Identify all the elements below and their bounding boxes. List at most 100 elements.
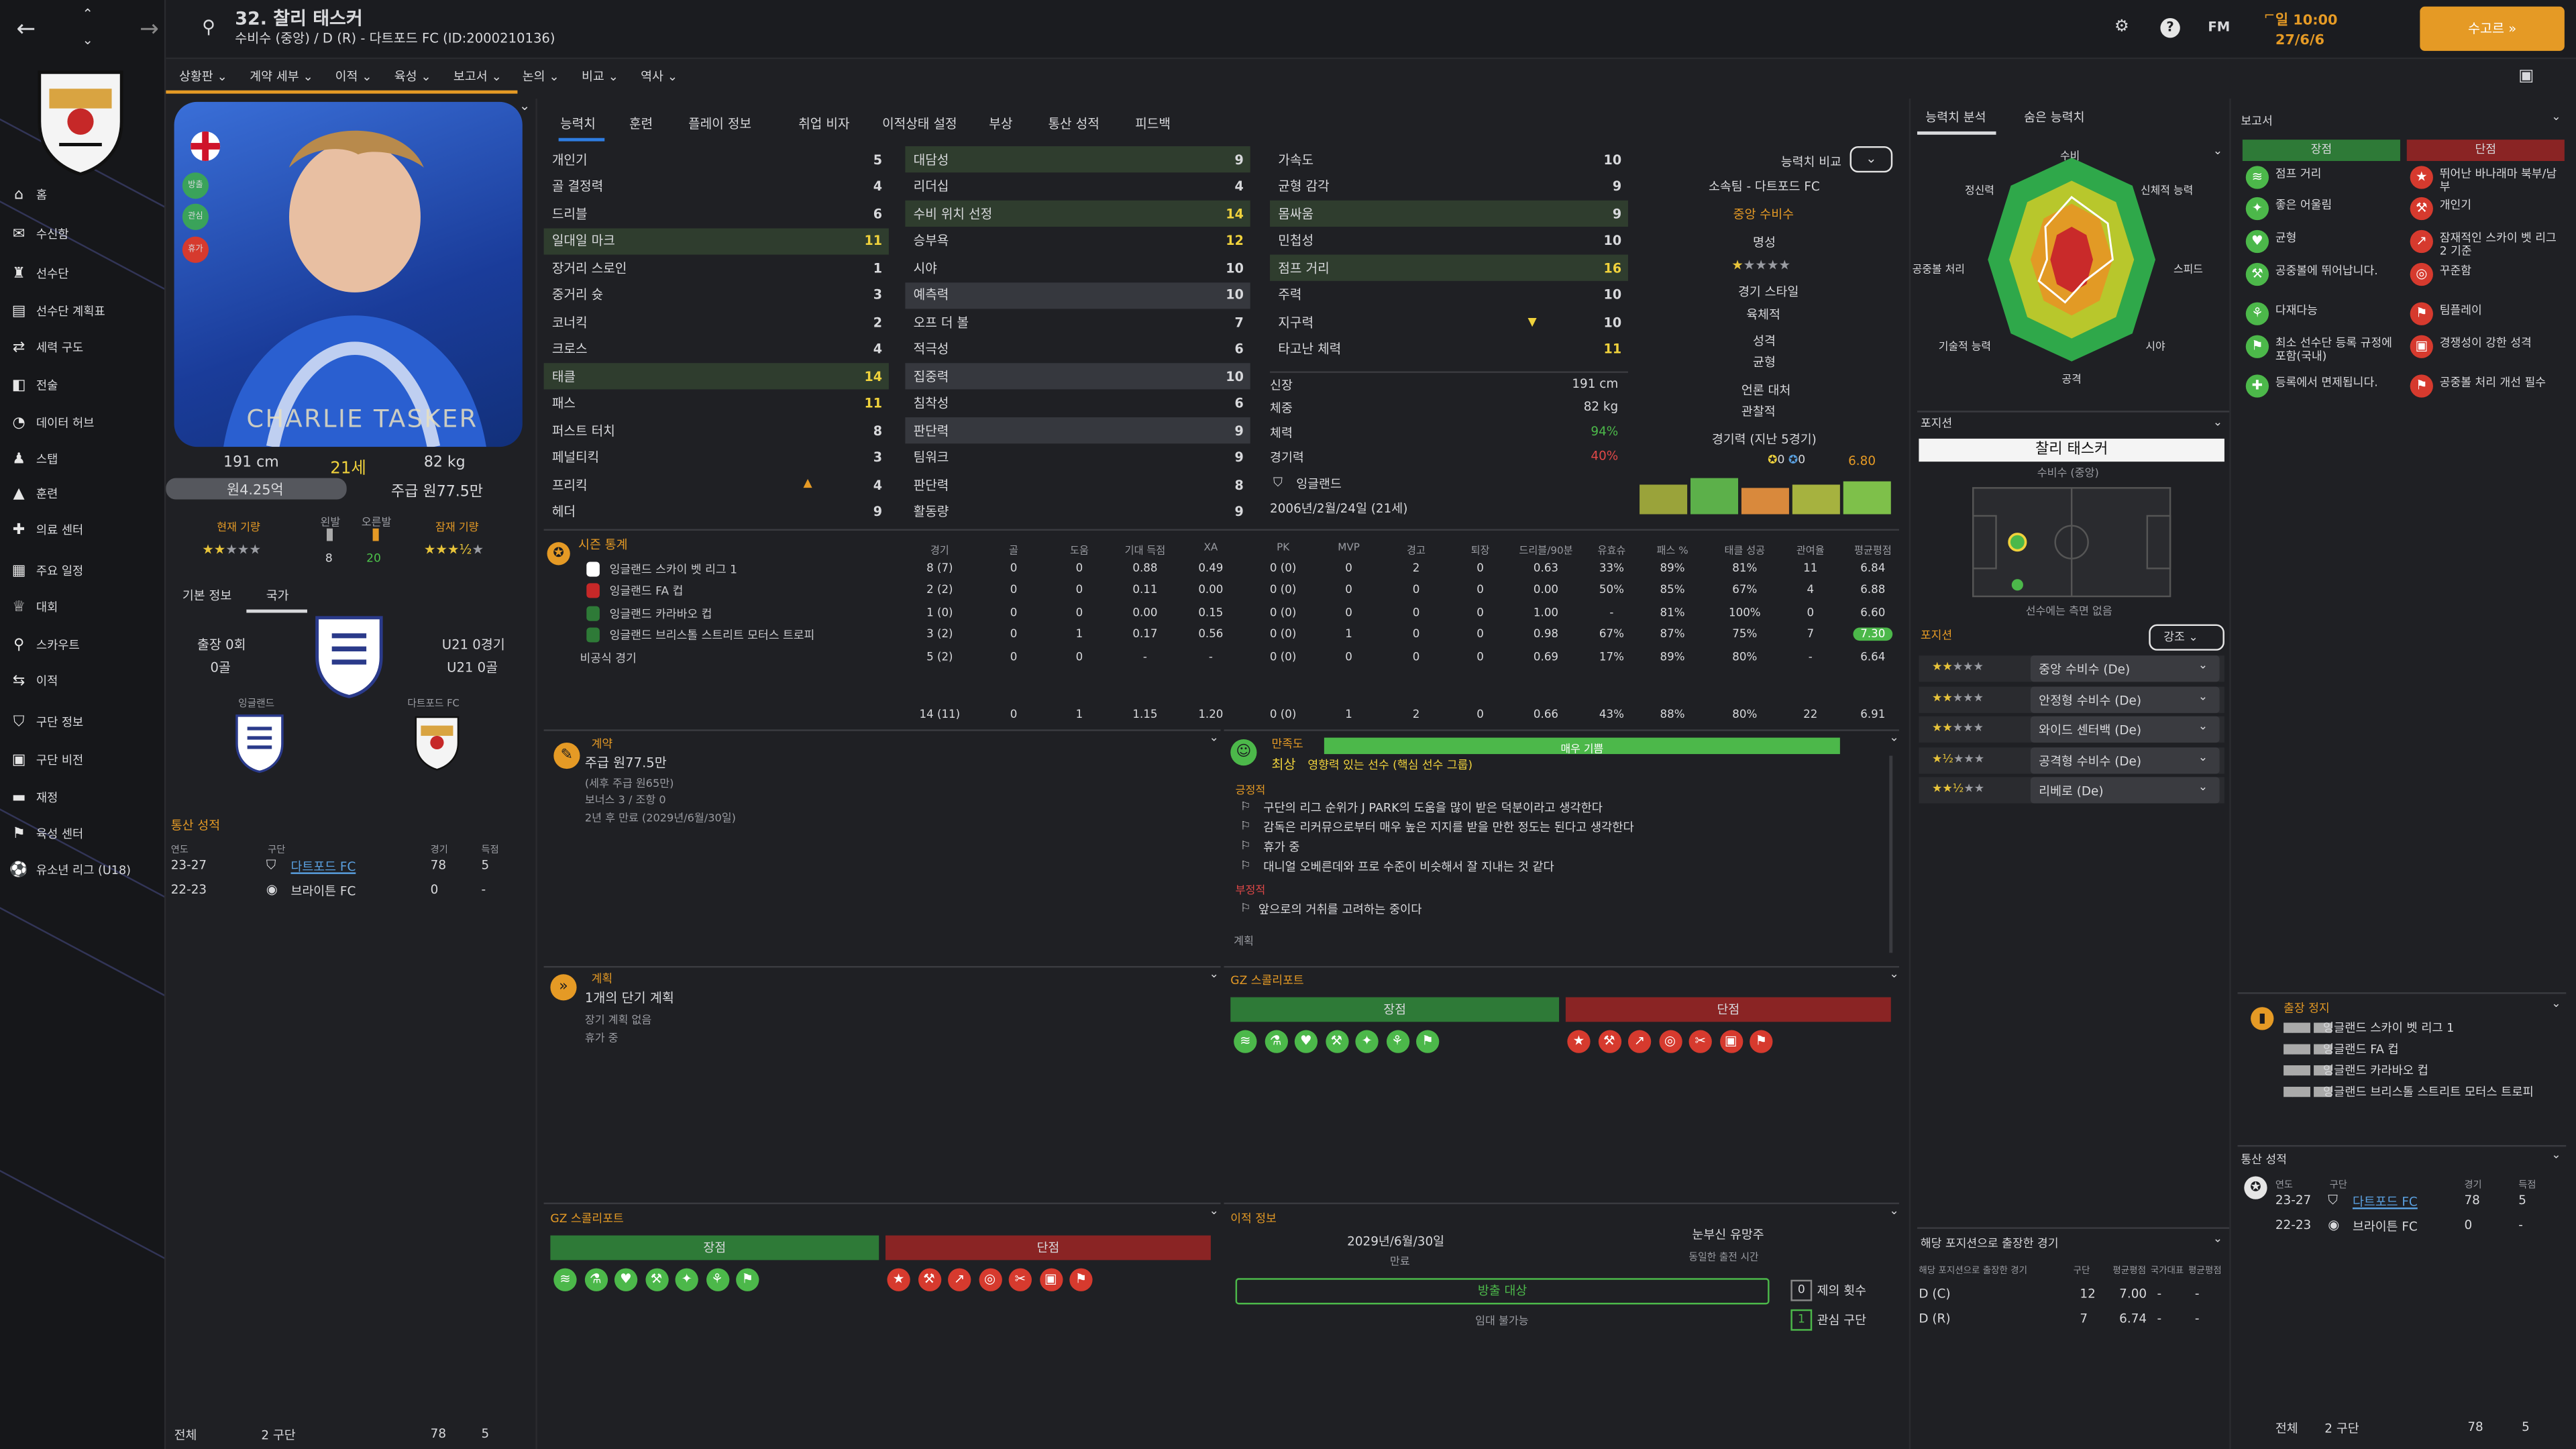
- history-club[interactable]: 브라이튼 FC: [2352, 1219, 2418, 1234]
- transfer-collapse-icon[interactable]: ⌄: [1889, 1204, 1899, 1218]
- chevron-down-icon[interactable]: ⌄: [2198, 689, 2208, 702]
- scout-report-title[interactable]: GZ 스콜리포트: [550, 1212, 624, 1226]
- sidebar-item-18[interactable]: ⚽ 유소년 리그 (U18): [9, 859, 131, 882]
- menu-0[interactable]: 상황판 ⌄: [178, 68, 227, 84]
- sidebar-item-13[interactable]: ⇆ 이적: [10, 670, 58, 693]
- tab-attribute-analysis[interactable]: 능력치 분석: [1925, 110, 1986, 125]
- sidebar-item-6[interactable]: ◔ 데이터 허브: [10, 413, 95, 435]
- menu-3[interactable]: 육성 ⌄: [394, 68, 431, 84]
- sidebar-item-10[interactable]: ▦ 주요 일정: [10, 560, 84, 583]
- role-dropdown[interactable]: [2030, 655, 2220, 682]
- plan-title[interactable]: 계획: [591, 972, 613, 986]
- tab-nation[interactable]: 국가: [266, 588, 289, 603]
- back-icon[interactable]: ←: [16, 16, 36, 43]
- tab-hidden-attributes[interactable]: 숨은 능력치: [2024, 110, 2085, 125]
- chevron-down-icon[interactable]: ⌄: [2198, 719, 2208, 733]
- menu-6[interactable]: 비교 ⌄: [581, 68, 619, 84]
- dartford-small-crest[interactable]: [411, 711, 463, 773]
- menu-5[interactable]: 논의 ⌄: [522, 68, 559, 84]
- tab-4[interactable]: 이적상태 설정: [882, 116, 957, 131]
- stats-title[interactable]: 시즌 통계: [578, 537, 628, 552]
- chevron-down-icon[interactable]: ⌄: [2198, 659, 2208, 672]
- sidebar-item-16[interactable]: ▬ 재정: [10, 787, 58, 810]
- transfer-status-box[interactable]: 방출 대상: [1235, 1278, 1770, 1305]
- career-history-title[interactable]: 통산 성적: [170, 818, 221, 833]
- help-icon[interactable]: ?: [2160, 17, 2180, 38]
- tab-7[interactable]: 피드백: [1135, 116, 1171, 131]
- view-icon[interactable]: ▣: [2518, 67, 2534, 86]
- tab-3[interactable]: 취업 비자: [798, 116, 850, 131]
- tab-2[interactable]: 플레이 정보: [688, 116, 752, 131]
- competition-name[interactable]: 잉글랜드 브리스톨 스트리트 모터스 트로피: [609, 629, 815, 643]
- competition-name[interactable]: 잉글랜드 카라바오 컵: [609, 607, 712, 621]
- sidebar-item-5[interactable]: ◧ 전술: [10, 374, 58, 397]
- sidebar-item-7[interactable]: ♟ 스탭: [10, 449, 58, 472]
- tab-0[interactable]: 능력치: [560, 116, 596, 131]
- position-collapse-icon[interactable]: ⌄: [2212, 415, 2223, 429]
- role-dropdown[interactable]: [2030, 747, 2220, 773]
- sidebar-item-17[interactable]: ⚑ 육성 센터: [10, 823, 84, 846]
- happiness-title[interactable]: 만족도: [1271, 737, 1303, 751]
- sidebar-item-4[interactable]: ⇄ 세력 구도: [10, 337, 84, 360]
- england-small-crest[interactable]: [233, 711, 286, 773]
- sidebar-item-2[interactable]: ♜ 선수단: [10, 263, 69, 286]
- badge-release[interactable]: 방출: [182, 172, 209, 199]
- collapse-icon[interactable]: ⌄: [519, 98, 531, 113]
- chevron-down-icon[interactable]: ⌄: [2198, 780, 2208, 794]
- menu-1[interactable]: 계약 세부 ⌄: [250, 68, 313, 84]
- emphasis-dropdown[interactable]: 강조 ⌄: [2149, 624, 2224, 651]
- competition-name[interactable]: 잉글랜드 스카이 벳 리그 1: [609, 564, 738, 577]
- competition-name[interactable]: 비공식 경기: [580, 651, 637, 665]
- menu-4[interactable]: 보고서 ⌄: [453, 68, 502, 84]
- contract-title[interactable]: 계약: [591, 737, 613, 751]
- role-dropdown[interactable]: [2030, 686, 2220, 712]
- sidebar-item-11[interactable]: ♕ 대회: [10, 596, 58, 619]
- sidebar-item-15[interactable]: ▣ 구단 비전: [10, 749, 84, 772]
- apps-collapse-icon[interactable]: ⌄: [2212, 1232, 2223, 1246]
- sidebar-item-1[interactable]: ✉ 수신함: [10, 223, 69, 246]
- compare-dropdown[interactable]: ⌄: [1849, 146, 1893, 173]
- badge-interest[interactable]: 관심: [182, 203, 209, 230]
- forward-icon[interactable]: →: [140, 16, 159, 43]
- tab-basic-info[interactable]: 기본 정보: [182, 588, 232, 603]
- scout-mid-collapse-icon[interactable]: ⌄: [1889, 967, 1899, 981]
- contract-collapse-icon[interactable]: ⌄: [1209, 731, 1219, 745]
- settings-icon[interactable]: ⚙: [2114, 17, 2129, 36]
- search-icon[interactable]: ⚲: [202, 16, 215, 38]
- scout-collapse-icon[interactable]: ⌄: [1209, 1204, 1219, 1218]
- report-collapse-icon[interactable]: ⌄: [2551, 110, 2561, 123]
- up-icon[interactable]: ⌃: [82, 6, 93, 21]
- sidebar-item-0[interactable]: ⌂ 홈: [10, 184, 47, 207]
- down-icon[interactable]: ⌄: [82, 32, 93, 48]
- competition-name[interactable]: 잉글랜드 FA 컵: [609, 585, 684, 599]
- fm-logo[interactable]: FM: [2208, 19, 2231, 35]
- history-club[interactable]: 다트포드 FC: [2352, 1194, 2418, 1210]
- continue-button[interactable]: 수고르 »: [2420, 6, 2565, 51]
- scout-report-title-mid[interactable]: GZ 스콜리포트: [1230, 974, 1304, 987]
- suspension-collapse-icon[interactable]: ⌄: [2551, 997, 2561, 1011]
- radar-collapse-icon[interactable]: ⌄: [2212, 144, 2223, 158]
- role-dropdown[interactable]: [2030, 777, 2220, 804]
- tab-1[interactable]: 훈련: [629, 116, 653, 131]
- sidebar-item-12[interactable]: ⚲ 스카우트: [10, 634, 80, 657]
- sidebar-item-14[interactable]: ⛉ 구단 정보: [10, 711, 84, 734]
- history-club[interactable]: 다트포드 FC: [290, 859, 356, 874]
- transfer-info-title[interactable]: 이적 정보: [1230, 1212, 1277, 1226]
- sidebar-item-9[interactable]: ✚ 의료 센터: [10, 519, 84, 542]
- history-club[interactable]: 브라이튼 FC: [290, 883, 356, 899]
- roles-title[interactable]: 포지션: [1920, 629, 1953, 643]
- happiness-collapse-icon[interactable]: ⌄: [1889, 731, 1899, 745]
- menu-7[interactable]: 역사 ⌄: [641, 68, 678, 84]
- plan-collapse-icon[interactable]: ⌄: [1209, 967, 1219, 981]
- interested-label[interactable]: 관심 구단: [1817, 1312, 1867, 1328]
- menu-2[interactable]: 이적 ⌄: [335, 68, 372, 84]
- tab-5[interactable]: 부상: [989, 116, 1013, 131]
- report-history-collapse-icon[interactable]: ⌄: [2551, 1148, 2561, 1162]
- role-dropdown[interactable]: [2030, 716, 2220, 743]
- chevron-down-icon[interactable]: ⌄: [2198, 749, 2208, 763]
- club-crest[interactable]: [30, 66, 131, 178]
- badge-holiday[interactable]: 휴가: [182, 236, 209, 263]
- sidebar-item-8[interactable]: ▲ 훈련: [10, 483, 58, 506]
- tab-6[interactable]: 통산 성적: [1048, 116, 1099, 131]
- sidebar-item-3[interactable]: ▤ 선수단 계획표: [10, 301, 105, 323]
